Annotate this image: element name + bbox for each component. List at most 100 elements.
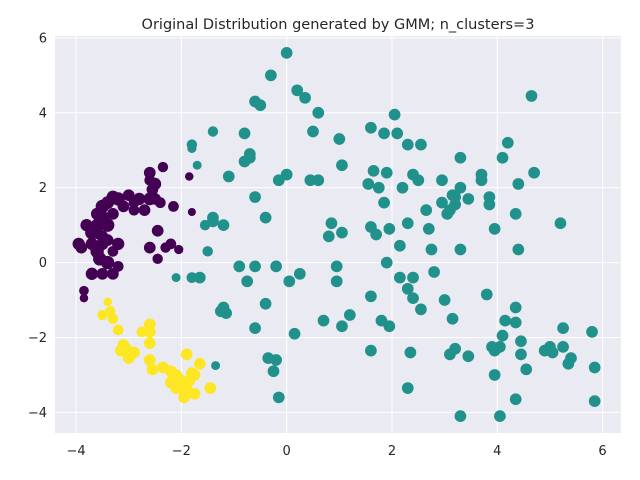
data-point-cluster-1 <box>333 133 346 145</box>
data-point-cluster-0 <box>79 293 89 303</box>
data-point-cluster-1 <box>557 341 569 353</box>
data-point-cluster-1 <box>367 164 380 177</box>
data-point-cluster-1 <box>420 204 433 217</box>
data-point-cluster-1 <box>312 174 325 187</box>
data-point-cluster-2 <box>146 363 159 376</box>
data-point-cluster-1 <box>336 159 348 172</box>
data-point-cluster-1 <box>588 395 601 408</box>
data-point-cluster-1 <box>588 361 601 374</box>
data-point-cluster-1 <box>499 314 512 327</box>
data-point-cluster-1 <box>509 316 522 329</box>
data-point-cluster-0 <box>185 172 194 181</box>
data-point-cluster-2 <box>143 354 156 366</box>
data-point-cluster-1 <box>270 354 282 366</box>
data-point-cluster-0 <box>143 166 156 179</box>
data-point-cluster-1 <box>336 320 348 333</box>
data-point-cluster-1 <box>171 273 181 283</box>
y-tick-label: 4 <box>39 106 47 121</box>
y-tick-label: 0 <box>39 256 47 271</box>
data-point-cluster-1 <box>299 91 311 104</box>
data-point-cluster-1 <box>407 271 419 284</box>
data-point-cluster-0 <box>174 244 184 255</box>
data-point-cluster-1 <box>444 348 456 361</box>
data-point-cluster-1 <box>380 256 393 269</box>
data-point-cluster-2 <box>97 309 108 321</box>
data-point-cluster-1 <box>396 181 409 194</box>
data-point-cluster-1 <box>288 327 301 340</box>
data-point-cluster-1 <box>259 211 272 224</box>
data-point-cluster-2 <box>193 357 206 370</box>
data-point-cluster-1 <box>241 275 254 288</box>
data-point-cluster-1 <box>365 290 377 303</box>
data-point-cluster-1 <box>515 335 527 348</box>
data-point-cluster-1 <box>291 84 304 97</box>
data-point-cluster-1 <box>283 275 296 288</box>
data-point-cluster-1 <box>365 121 377 134</box>
data-point-cluster-1 <box>494 341 506 353</box>
data-point-cluster-1 <box>422 223 435 235</box>
data-point-cluster-1 <box>238 155 251 168</box>
data-point-cluster-1 <box>293 267 306 280</box>
data-point-cluster-1 <box>425 243 438 256</box>
data-point-cluster-1 <box>383 320 396 333</box>
data-point-cluster-1 <box>391 127 404 140</box>
data-point-cluster-1 <box>202 246 213 257</box>
y-tick-label: 6 <box>39 31 47 46</box>
data-point-cluster-2 <box>204 382 217 394</box>
data-point-cluster-1 <box>480 288 493 301</box>
data-point-cluster-1 <box>562 357 575 370</box>
data-point-cluster-1 <box>280 168 293 181</box>
data-point-cluster-1 <box>233 260 246 273</box>
data-point-cluster-1 <box>546 346 559 359</box>
data-point-cluster-0 <box>117 200 130 213</box>
data-point-cluster-1 <box>325 217 338 230</box>
data-point-cluster-0 <box>187 207 196 217</box>
data-point-cluster-1 <box>370 228 383 241</box>
data-point-cluster-1 <box>249 260 261 273</box>
data-point-cluster-1 <box>362 178 375 190</box>
data-point-cluster-0 <box>146 183 159 196</box>
data-point-cluster-1 <box>501 136 514 149</box>
data-point-cluster-0 <box>107 208 119 220</box>
data-point-cluster-0 <box>96 267 109 280</box>
data-point-cluster-1 <box>415 303 427 316</box>
data-point-cluster-1 <box>186 272 198 283</box>
x-axis-tick-labels: −4 −2 0 2 4 6 <box>66 444 606 459</box>
data-point-cluster-1 <box>496 329 509 342</box>
data-point-cluster-2 <box>103 297 112 307</box>
data-point-cluster-1 <box>193 271 206 284</box>
data-point-cluster-0 <box>90 207 104 221</box>
data-point-cluster-1 <box>199 219 211 231</box>
data-point-cluster-0 <box>79 285 89 296</box>
data-points <box>72 46 601 423</box>
data-point-cluster-1 <box>462 350 475 363</box>
data-point-cluster-0 <box>85 267 99 280</box>
data-point-cluster-1 <box>586 326 598 338</box>
data-point-cluster-1 <box>265 69 277 82</box>
data-point-cluster-1 <box>428 266 440 278</box>
data-point-cluster-1 <box>330 275 343 288</box>
data-point-cluster-1 <box>280 46 293 59</box>
data-point-cluster-1 <box>388 108 401 121</box>
data-point-cluster-1 <box>267 365 280 378</box>
data-point-cluster-0 <box>143 241 156 254</box>
x-tick-label: −2 <box>172 444 191 459</box>
data-point-cluster-0 <box>152 253 163 265</box>
y-tick-label: 2 <box>39 181 47 196</box>
data-point-cluster-1 <box>254 99 267 112</box>
data-point-cluster-1 <box>238 127 251 140</box>
data-point-cluster-0 <box>133 192 146 206</box>
data-point-cluster-1 <box>192 160 202 170</box>
data-point-cluster-1 <box>509 208 522 220</box>
data-point-cluster-1 <box>449 191 462 203</box>
data-point-cluster-0 <box>100 255 115 270</box>
data-point-cluster-1 <box>187 143 197 154</box>
data-point-cluster-1 <box>515 348 527 361</box>
data-point-cluster-2 <box>180 348 193 361</box>
data-point-cluster-1 <box>554 217 567 230</box>
data-point-cluster-1 <box>415 138 427 151</box>
data-point-cluster-0 <box>128 204 140 216</box>
data-point-cluster-1 <box>483 191 496 203</box>
data-point-cluster-1 <box>378 196 390 209</box>
